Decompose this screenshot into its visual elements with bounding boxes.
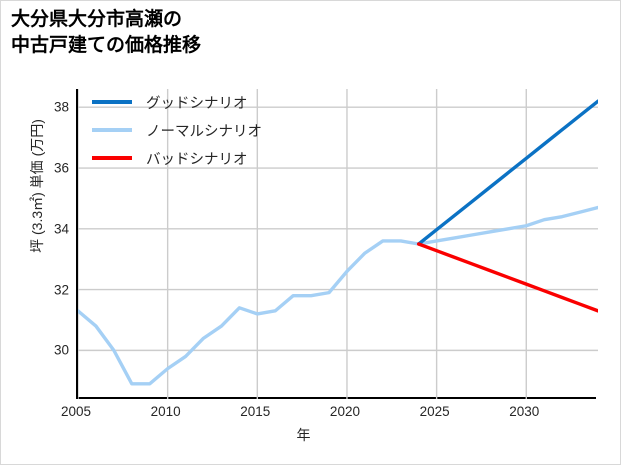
y-tick-label: 36 — [53, 160, 69, 176]
y-tick-label: 38 — [53, 99, 69, 115]
legend-label-bad: バッドシナリオ — [146, 151, 248, 168]
legend-swatch-normal — [92, 128, 132, 132]
y-axis-label: 坪 (3.3㎡) 単価 (万円) — [29, 119, 45, 253]
legend-swatch-bad — [92, 156, 132, 160]
y-axis-ticks: 30 32 34 36 38 — [31, 89, 69, 399]
legend-label-good: グッドシナリオ — [146, 95, 248, 112]
x-tick-label: 2020 — [329, 404, 360, 419]
x-tick-label: 2015 — [240, 404, 271, 419]
x-tick-label: 2025 — [419, 404, 450, 419]
legend-label-normal: ノーマルシナリオ — [146, 123, 262, 140]
legend-item-normal[interactable]: ノーマルシナリオ — [92, 121, 262, 140]
y-tick-label: 30 — [53, 342, 69, 358]
y-tick-label: 34 — [53, 221, 69, 237]
series-line-normal — [78, 205, 598, 386]
legend-swatch-good — [92, 100, 132, 104]
x-tick-label: 2005 — [60, 404, 92, 419]
legend-item-good[interactable]: グッドシナリオ — [92, 93, 262, 112]
chart-svg — [78, 89, 598, 399]
x-tick-label: 2030 — [509, 404, 540, 419]
series-line-good — [416, 99, 598, 246]
plot-area — [76, 89, 598, 399]
chart-title: 大分県大分市高瀬の 中古戸建ての価格推移 — [11, 9, 202, 56]
legend-item-bad[interactable]: バッドシナリオ — [92, 149, 262, 168]
series-line-bad — [416, 242, 598, 313]
x-tick-label: 2010 — [150, 404, 181, 419]
chart-legend: グッドシナリオ ノーマルシナリオ バッドシナリオ — [92, 91, 262, 168]
x-axis-label-text: 年 — [296, 427, 311, 443]
y-tick-label: 32 — [53, 282, 69, 298]
x-axis-label: 年 — [1, 425, 620, 445]
x-axis-ticks: 2005 2010 2015 2020 2025 2030 — [61, 404, 596, 424]
